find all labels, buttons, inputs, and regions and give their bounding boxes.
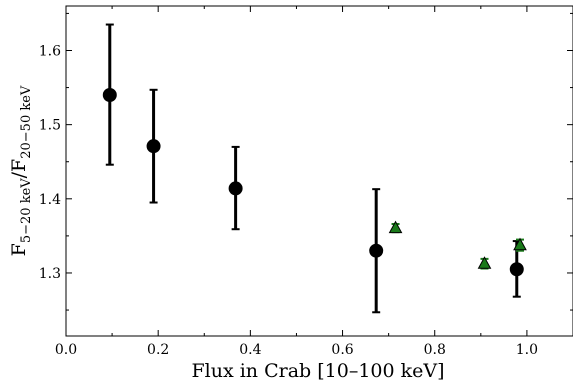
- y-axis-label-base: F: [8, 243, 30, 256]
- data-point-triangle: [388, 220, 403, 234]
- x-tick-label: 0.6: [331, 342, 353, 358]
- data-point-circle: [102, 87, 117, 102]
- x-tick-label: 0.4: [239, 342, 261, 358]
- x-tick-label: 0.8: [424, 342, 446, 358]
- y-tick-label: 1.3: [39, 266, 61, 282]
- data-point-triangle: [477, 256, 492, 269]
- data-marks: [102, 23, 527, 314]
- data-point-circle: [369, 243, 384, 258]
- x-axis-label: Flux in Crab [10–100 keV]: [191, 360, 444, 382]
- y-tick-label: 1.6: [39, 43, 61, 59]
- data-point-circle: [509, 262, 524, 277]
- x-tick-label: 1.0: [516, 342, 538, 358]
- y-axis-label-num-sub: 5−20 keV: [19, 178, 34, 243]
- y-tick-label: 1.5: [39, 118, 61, 134]
- axis-ticks: [65, 6, 573, 336]
- y-axis-label-sep: /F: [8, 159, 30, 179]
- data-point-circle: [146, 139, 161, 154]
- x-tick-label: 0.0: [55, 342, 77, 358]
- axis-tick-labels: 0.0 0.2 0.4 0.6 0.8 1.0 1.3 1.4 1.5 1.6: [39, 43, 538, 358]
- x-tick-label: 0.2: [147, 342, 169, 358]
- y-axis-label-den-sub: 20−50 keV: [19, 85, 34, 159]
- plot-frame: [65, 5, 573, 337]
- y-tick-label: 1.4: [39, 192, 61, 208]
- data-point-circle: [228, 181, 243, 196]
- y-axis-label: F5−20 keV/F20−50 keV: [8, 85, 34, 256]
- data-point-triangle: [513, 237, 527, 251]
